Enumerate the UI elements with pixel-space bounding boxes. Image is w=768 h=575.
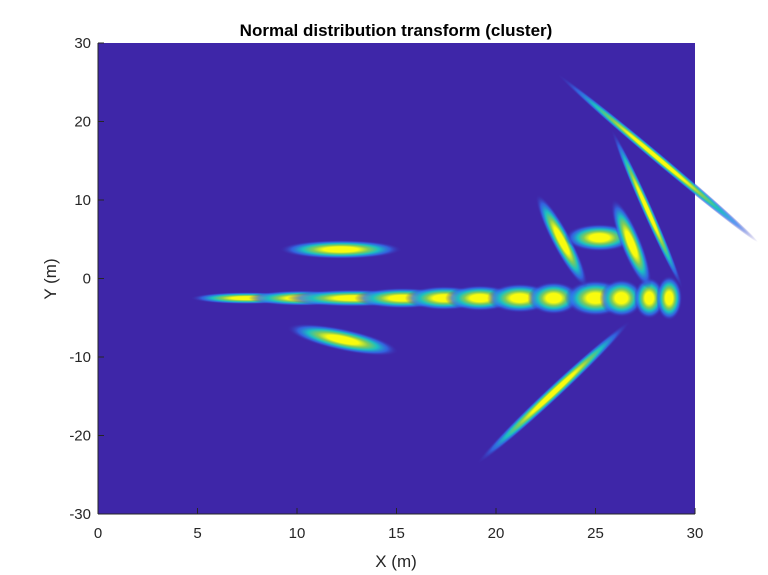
- cluster-distribution: [610, 199, 652, 289]
- cluster-distribution: [556, 73, 758, 243]
- x-tick-label: 15: [388, 525, 405, 542]
- cluster-distribution: [527, 281, 580, 315]
- cluster-distribution: [611, 129, 684, 290]
- y-axis-ticks: 30 20 10 0 -10 -20 -30: [69, 35, 104, 523]
- cluster-distribution: [599, 279, 644, 318]
- cluster-distribution: [476, 320, 631, 465]
- x-tick-label: 10: [289, 525, 306, 542]
- y-axis-label: Y (m): [41, 258, 60, 299]
- chart-title: Normal distribution transform (cluster): [240, 21, 553, 40]
- cluster-distribution: [633, 277, 665, 319]
- x-tick-label: 30: [687, 525, 704, 542]
- y-tick-label: -20: [69, 428, 91, 445]
- x-tick-label: 0: [94, 525, 102, 542]
- heatmap-background: [98, 43, 695, 514]
- x-axis-label: X (m): [375, 552, 417, 571]
- x-tick-label: 20: [488, 525, 505, 542]
- y-tick-label: 30: [74, 35, 91, 52]
- y-tick-label: 20: [74, 114, 91, 131]
- y-tick-label: 10: [74, 192, 91, 209]
- cluster-distribution: [655, 275, 683, 321]
- x-axis-ticks: 0 5 10 15 20 25 30: [94, 508, 704, 542]
- cluster-distribution: [279, 239, 403, 259]
- cluster-distribution: [287, 323, 399, 356]
- plot-area: [98, 43, 758, 514]
- x-tick-label: 5: [193, 525, 201, 542]
- y-tick-label: -30: [69, 506, 91, 523]
- cluster-distribution: [535, 194, 588, 288]
- y-tick-label: -10: [69, 349, 91, 366]
- y-tick-label: 0: [83, 271, 91, 288]
- x-tick-label: 25: [587, 525, 604, 542]
- heatmap-clusters: [190, 73, 758, 465]
